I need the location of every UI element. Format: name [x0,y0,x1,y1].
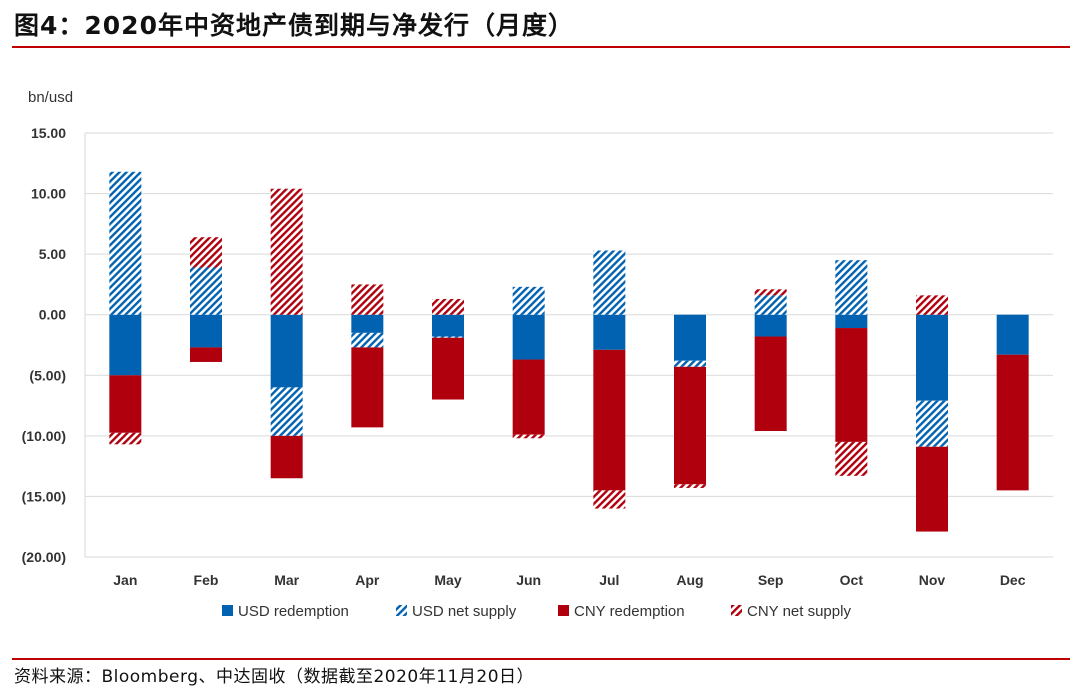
bar-oct-usd-net-supply [835,260,868,315]
source-note: 资料来源：Bloomberg、中达固收（数据截至2020年11月20日） [14,667,535,687]
x-tick-label: May [434,572,461,588]
legend-label: USD redemption [238,603,349,620]
x-tick-label: Feb [194,572,219,588]
x-tick-label: Jan [113,572,137,588]
bar-may-usd-redemption [432,314,464,337]
chart-title: 图4：2020年中资地产债到期与净发行（月度） [14,11,574,40]
x-tick-label: Jun [516,572,541,588]
bar-aug-cny-redemption [674,366,706,485]
bar-mar-usd-net-supply [270,387,303,436]
x-tick-label: Jul [599,572,619,588]
legend-swatch [558,605,569,616]
x-tick-label: Sep [758,572,784,588]
bar-jan-usd-redemption [109,314,142,376]
bar-may-cny-redemption [432,337,464,400]
legend-label: CNY net supply [747,603,851,620]
y-tick-label: 5.00 [39,246,66,262]
y-axis-label: bn/usd [28,89,73,106]
bar-oct-usd-redemption [835,314,868,329]
legend-swatch [396,605,407,616]
bar-mar-usd-redemption [270,314,303,388]
bar-oct-cny-net-supply [835,441,868,476]
y-tick-label: 0.00 [39,307,66,323]
bar-apr-cny-net-supply [351,284,384,315]
bar-jun-cny-redemption [512,359,545,435]
bar-nov-usd-net-supply [916,400,948,447]
legend-swatch [222,605,233,616]
bar-feb-cny-redemption [190,347,222,362]
bar-jun-cny-net-supply [512,434,545,439]
bar-jul-usd-net-supply [593,250,626,315]
bar-jul-cny-redemption [593,349,626,491]
bar-feb-usd-net-supply [190,267,222,315]
bar-apr-usd-net-supply [351,332,384,348]
bar-may-usd-net-supply [432,336,464,338]
bar-aug-usd-redemption [674,314,706,361]
bar-aug-usd-net-supply [674,360,706,367]
bar-feb-cny-net-supply [190,237,222,268]
x-tick-label: Dec [1000,572,1026,588]
bar-jun-usd-redemption [512,314,545,360]
bar-sep-cny-redemption [754,336,787,432]
bar-jan-cny-redemption [109,375,142,433]
y-tick-label: (20.00) [22,549,66,565]
x-tick-label: Apr [355,572,380,588]
bar-nov-usd-redemption [916,314,948,401]
y-tick-label: 10.00 [31,186,66,202]
bar-sep-usd-redemption [754,314,787,337]
bar-jul-cny-net-supply [593,490,626,509]
bar-jul-usd-redemption [593,314,626,350]
bar-apr-usd-redemption [351,314,384,333]
x-tick-label: Oct [840,572,864,588]
bar-nov-cny-net-supply [916,295,948,315]
bar-jun-usd-net-supply [512,286,545,315]
bar-aug-cny-net-supply [674,484,706,488]
bar-oct-cny-redemption [835,328,868,442]
x-tick-label: Nov [919,572,946,588]
x-tick-label: Aug [676,572,703,588]
bar-mar-cny-redemption [270,435,303,479]
x-tick-label: Mar [274,572,299,588]
bar-feb-usd-redemption [190,314,222,348]
bar-dec-usd-redemption [996,314,1029,355]
bar-dec-cny-redemption [996,354,1029,491]
bar-jan-cny-net-supply [109,432,142,445]
bar-sep-cny-net-supply [754,289,787,296]
bar-apr-cny-redemption [351,347,384,428]
bar-mar-cny-net-supply [270,188,303,315]
bar-sep-usd-net-supply [754,295,787,315]
bar-jan-usd-net-supply [109,171,142,315]
title-divider [12,46,1070,48]
y-tick-label: 15.00 [31,125,66,141]
y-tick-label: (5.00) [29,367,66,383]
source-divider [12,658,1070,660]
legend-label: CNY redemption [574,603,685,620]
legend-label: USD net supply [412,603,517,620]
bar-may-cny-net-supply [432,298,464,315]
y-tick-label: (10.00) [22,428,66,444]
bar-nov-cny-redemption [916,446,948,532]
legend-swatch [731,605,742,616]
y-tick-label: (15.00) [22,488,66,504]
